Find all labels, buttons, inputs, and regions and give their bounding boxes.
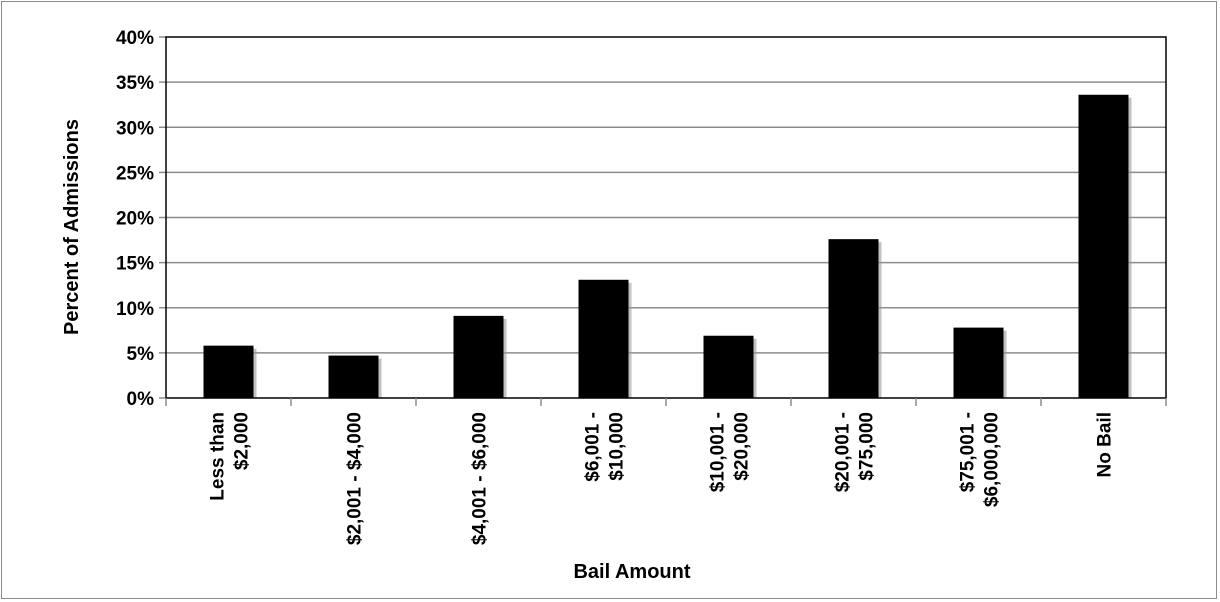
x-tick-label: $4,001 - $6,000	[470, 412, 491, 545]
x-tick-label-line: $75,001 -	[958, 412, 979, 492]
y-tick-label: 15%	[116, 254, 154, 275]
y-axis-title: Percent of Admissions	[61, 119, 83, 335]
x-tick-label-line: No Bail	[1095, 412, 1116, 477]
bar	[328, 355, 379, 398]
x-tick-label: No Bail	[1095, 412, 1116, 477]
y-tick-labels: 0% 5% 10% 15% 20% 25% 30% 35% 40%	[116, 28, 154, 410]
x-tick-label: $20,001 - $75,000	[833, 412, 878, 492]
axes	[165, 36, 1167, 406]
bar	[203, 345, 254, 398]
y-tick-label: 40%	[116, 28, 154, 49]
x-tick-label-line: $10,001 -	[708, 412, 729, 492]
y-tick-label: 5%	[127, 344, 155, 365]
x-tick-label-line: $6,000,000	[982, 412, 1003, 507]
gridlines	[159, 36, 1166, 399]
x-tick-labels: Less than $2,000 $2,001 - $4,000 $4,001 - $…	[208, 412, 1116, 545]
bar	[1078, 94, 1129, 398]
bars	[203, 94, 1132, 398]
x-tick-label-line: $20,001 -	[833, 412, 854, 492]
bar	[453, 315, 504, 398]
x-tick-label-line: $6,001 -	[583, 412, 604, 482]
x-tick-label: $6,001 - $10,000	[583, 412, 628, 482]
y-tick-label: 30%	[116, 118, 154, 139]
x-tick-label-line: $4,001 - $6,000	[470, 412, 491, 545]
bar	[828, 239, 879, 398]
y-tick-label: 25%	[116, 163, 154, 184]
y-tick-label: 20%	[116, 209, 154, 230]
x-tick-label-line: $2,001 - $4,000	[345, 412, 366, 545]
y-tick-label: 0%	[127, 389, 155, 410]
y-tick-label: 35%	[116, 73, 154, 94]
bar	[578, 279, 629, 398]
bar	[703, 335, 754, 398]
x-tick-label-line: $10,000	[607, 412, 628, 481]
y-tick-label: 10%	[116, 299, 154, 320]
x-tick-label-line: $2,000	[232, 412, 253, 470]
x-tick-label-line: $75,000	[857, 412, 878, 481]
bar	[953, 327, 1004, 398]
x-tick-label: $10,001 - $20,000	[708, 412, 753, 492]
x-tick-label: $2,001 - $4,000	[345, 412, 366, 545]
x-axis-title: Bail Amount	[573, 561, 690, 583]
x-tick-label: $75,001 - $6,000,000	[958, 412, 1003, 507]
x-tick-label: Less than $2,000	[208, 412, 253, 501]
x-tick-label-line: $20,000	[732, 412, 753, 481]
x-tick-label-line: Less than	[208, 412, 229, 501]
